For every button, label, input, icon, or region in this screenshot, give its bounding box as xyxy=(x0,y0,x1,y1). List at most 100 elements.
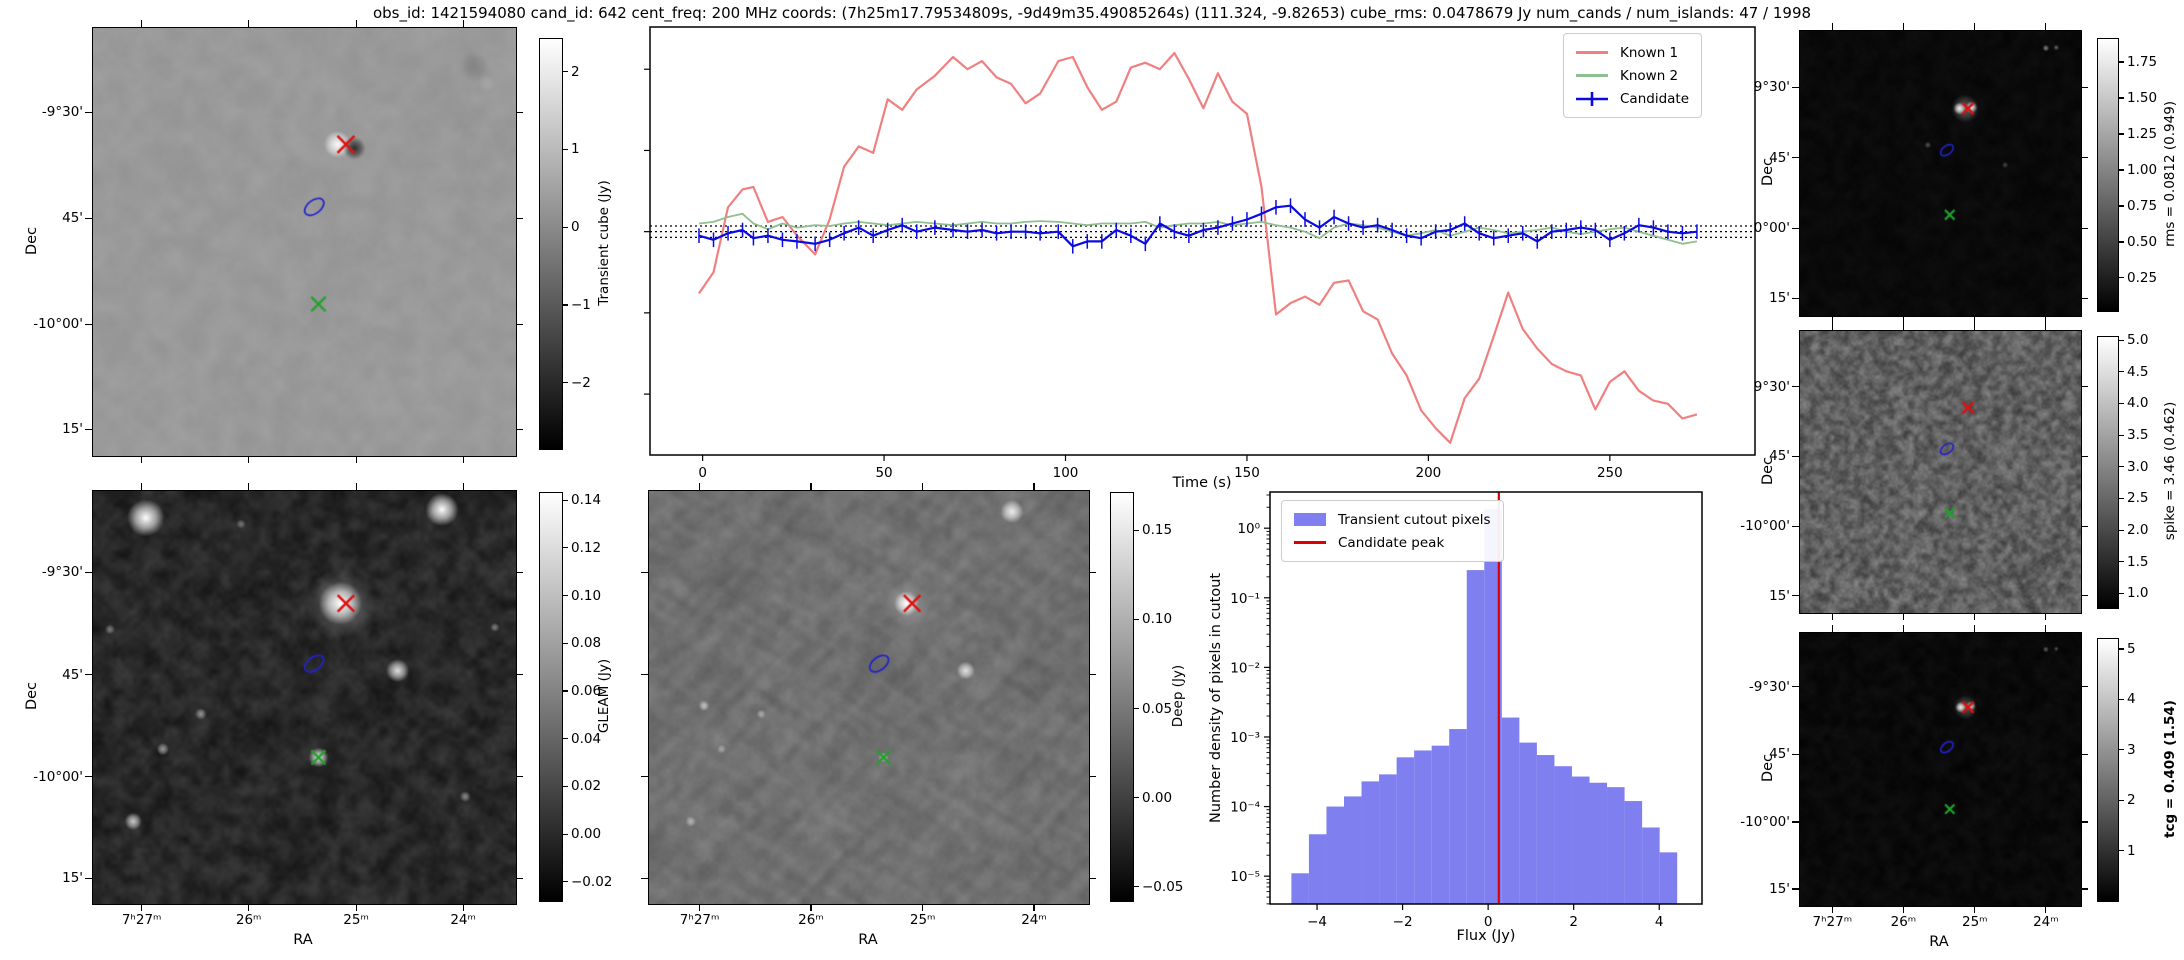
tick-mark xyxy=(810,904,812,911)
tick-mark xyxy=(2118,97,2124,99)
tick-mark xyxy=(562,71,568,73)
dec-tick-label: 45' xyxy=(62,210,83,227)
tick-mark xyxy=(141,483,143,490)
legend-entry-cutout-pixels: Transient cutout pixels xyxy=(1292,508,1491,531)
tick-mark xyxy=(1974,613,1976,620)
tick-mark xyxy=(2045,906,2047,913)
tick-mark xyxy=(516,217,523,220)
legend-label-known1: Known 1 xyxy=(1620,44,1679,61)
colorbar-tick-label: 0.75 xyxy=(2127,197,2158,214)
colorbar-tick-label: 2 xyxy=(2127,792,2136,809)
legend-entry-known2: Known 2 xyxy=(1574,64,1689,87)
peak-line-swatch xyxy=(1292,541,1328,544)
histogram-bar xyxy=(1554,766,1572,904)
tick-mark xyxy=(641,776,648,778)
colorbar-transient-cube: 2 1 0 −1 −2 xyxy=(539,38,591,450)
colorbar-tick-label: 0.08 xyxy=(571,635,602,652)
tick-mark xyxy=(1831,23,1833,30)
tick-mark xyxy=(562,382,568,384)
panel-spike: -9°30' 45' -10°00' 15' xyxy=(1740,323,2088,620)
tick-mark xyxy=(562,499,568,501)
tick-mark xyxy=(2081,753,2088,756)
histogram-bar xyxy=(1589,782,1608,904)
colorbar-tick-label: 0.05 xyxy=(1142,700,1173,717)
tick-mark xyxy=(355,483,357,490)
tick-mark xyxy=(1902,323,1904,330)
tick-mark xyxy=(1792,227,1799,229)
dec-axis-label-rms: Dec xyxy=(1760,157,1776,187)
tick-mark xyxy=(141,20,143,27)
tick-mark xyxy=(1831,625,1833,632)
dec-tick-label: -10°00' xyxy=(33,768,83,785)
tick-mark xyxy=(2081,86,2088,88)
tick-mark xyxy=(248,483,250,490)
tick-mark xyxy=(2118,698,2124,701)
tick-mark xyxy=(562,690,568,692)
ra-tick-label: 26ᵐ xyxy=(235,912,262,928)
tick-mark xyxy=(562,642,568,644)
histogram-bar xyxy=(1607,787,1625,904)
ra-axis-label-gleam: RA xyxy=(293,932,313,948)
dec-tick-label: -9°30' xyxy=(1748,678,1790,695)
tick-mark xyxy=(562,226,568,228)
colorbar-tick-label: 4.0 xyxy=(2127,395,2149,412)
dec-tick-label: -9°30' xyxy=(41,564,83,581)
known2-line-swatch xyxy=(1574,74,1610,77)
tick-mark xyxy=(2118,339,2124,341)
tick-mark xyxy=(462,20,464,27)
dec-tick-label: -9°30' xyxy=(1748,378,1790,395)
tick-mark xyxy=(1902,625,1904,632)
tick-mark xyxy=(2118,61,2124,63)
colorbar-tick-label: 0.00 xyxy=(1142,789,1173,806)
colorbar-tick-label: 1.25 xyxy=(2127,125,2158,142)
tick-mark xyxy=(2081,297,2088,299)
colorbar-rms: 1.75 1.50 1.25 1.00 0.75 0.50 0.25 xyxy=(2097,38,2157,312)
panel-deep: 7ʰ27ᵐ 26ᵐ 25ᵐ 24ᵐ xyxy=(641,483,1096,928)
tick-mark xyxy=(2118,434,2124,436)
time-tick-label: 150 xyxy=(1234,465,1260,481)
dec-tick-label: 15' xyxy=(1769,881,1790,898)
colorbar-tick-label: 0.25 xyxy=(2127,269,2158,286)
tick-mark xyxy=(2118,205,2124,207)
colorbar-tick-label: 2.0 xyxy=(2127,522,2149,539)
tick-mark xyxy=(2081,821,2088,823)
tick-mark xyxy=(2045,23,2047,30)
deep-image xyxy=(649,491,1089,904)
legend-label-known2: Known 2 xyxy=(1620,67,1679,84)
spike-image xyxy=(1800,331,2081,613)
tick-mark xyxy=(1792,888,1799,890)
dec-tick-label: -10°00' xyxy=(33,316,83,333)
tick-mark xyxy=(562,881,568,883)
ra-tick-label: 24ᵐ xyxy=(2033,914,2059,930)
plot-frame xyxy=(1269,491,1703,905)
tick-mark xyxy=(2081,525,2088,527)
histogram-bar xyxy=(1466,570,1485,904)
tick-mark xyxy=(922,904,924,911)
histogram-bar xyxy=(1501,717,1520,904)
tick-mark xyxy=(1792,157,1799,159)
colorbar-tick-label: 3.0 xyxy=(2127,458,2149,475)
histogram-bar xyxy=(1519,742,1537,904)
dec-tick-label: -9°30' xyxy=(41,104,83,121)
tick-mark xyxy=(1831,613,1833,620)
dec-axis-label-transient: Dec xyxy=(24,226,40,256)
ra-tick-label: 26ᵐ xyxy=(1890,914,1917,930)
colorbar-tick-label: 0.14 xyxy=(571,492,602,509)
ra-axis-label-tcg: RA xyxy=(1929,934,1949,950)
histogram-y-axis-label: Number density of pixels in cutout xyxy=(1208,572,1224,824)
flux-axis-label: Flux (Jy) xyxy=(1456,928,1516,944)
tick-mark xyxy=(85,674,92,676)
dec-tick-label: 15' xyxy=(62,421,83,438)
ra-tick-label: 7ʰ27ᵐ xyxy=(1812,914,1853,930)
panel-tcg: -9°30' 45' -10°00' 15' 7ʰ27ᵐ 26ᵐ 25ᵐ 24ᵐ xyxy=(1740,625,2088,930)
legend-entry-known1: Known 1 xyxy=(1574,41,1689,64)
flux-tick-label: −2 xyxy=(1393,914,1413,930)
flux-tick-label: 4 xyxy=(1655,914,1664,930)
tick-mark xyxy=(641,877,648,879)
tick-mark xyxy=(2118,561,2124,563)
tick-mark xyxy=(516,428,523,431)
tick-mark xyxy=(1792,594,1799,597)
tick-mark xyxy=(2118,133,2124,135)
tick-mark xyxy=(1133,797,1139,799)
tick-mark xyxy=(1089,674,1096,676)
